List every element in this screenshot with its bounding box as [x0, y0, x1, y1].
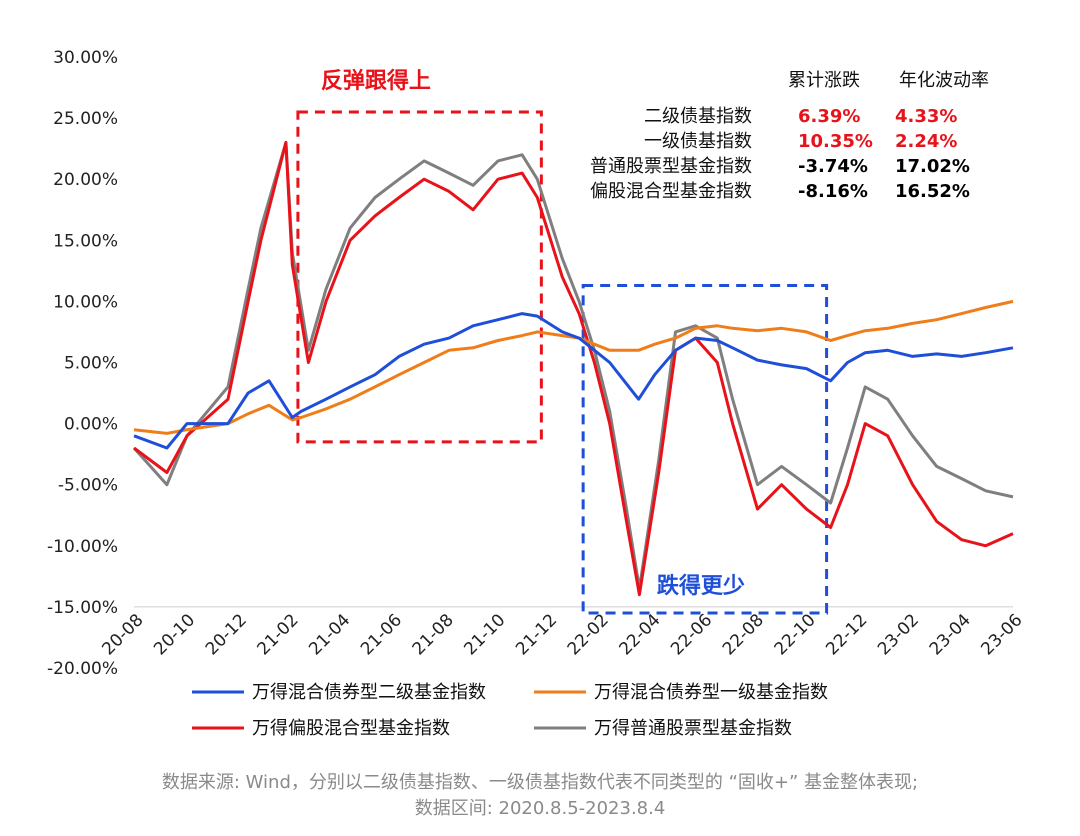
- x-tick-label: 22-04: [616, 610, 665, 659]
- y-tick-label: 0.00%: [64, 415, 118, 435]
- table-row-name: 偏股混合型基金指数: [590, 181, 752, 202]
- table-cum-value: 6.39%: [798, 106, 860, 127]
- y-tick-label: 25.00%: [53, 109, 118, 129]
- series-line: [132, 141, 1014, 591]
- table-vol-value: 2.24%: [895, 131, 957, 152]
- table-vol-value: 4.33%: [895, 106, 957, 127]
- x-tick-label: 23-02: [874, 610, 923, 659]
- x-tick-label: 22-10: [771, 610, 820, 659]
- table-header: 年化波动率: [899, 70, 989, 91]
- table-vol-value: 16.52%: [895, 181, 970, 202]
- x-tick-label: 21-10: [460, 610, 509, 659]
- series-line: [133, 299, 1014, 435]
- series-line: [133, 312, 1014, 450]
- date-range-note: 数据区间: 2020.8.5-2023.8.4: [414, 798, 666, 819]
- table-header: 累计涨跌: [788, 70, 860, 91]
- table-cum-value: -3.74%: [798, 156, 868, 177]
- x-tick-label: 22-08: [719, 610, 768, 659]
- series-line: [133, 141, 1014, 597]
- x-tick-label: 22-06: [667, 610, 716, 659]
- annotation-label: 反弹跟得上: [321, 68, 431, 94]
- y-tick-label: 15.00%: [53, 231, 118, 251]
- table-cum-value: 10.35%: [798, 131, 873, 152]
- y-tick-label: -5.00%: [58, 476, 118, 496]
- annotation-box: [581, 284, 829, 615]
- x-tick-label: 22-12: [822, 610, 871, 659]
- legend-label: 万得混合债券型二级基金指数: [252, 682, 486, 703]
- table-row-name: 普通股票型基金指数: [590, 156, 752, 177]
- annotation-box: [296, 110, 543, 444]
- x-tick-label: 22-02: [564, 610, 613, 659]
- x-tick-label: 21-02: [254, 610, 303, 659]
- y-tick-label: 20.00%: [53, 170, 118, 190]
- x-tick-label: 21-06: [357, 610, 406, 659]
- legend-label: 万得偏股混合型基金指数: [252, 718, 450, 739]
- y-tick-label: -15.00%: [47, 598, 118, 618]
- x-tick-label: 20-12: [202, 610, 251, 659]
- x-tick-label: 23-06: [977, 610, 1026, 659]
- x-tick-label: 20-10: [150, 610, 199, 659]
- table-vol-value: 17.02%: [895, 156, 970, 177]
- x-tick-label: 21-12: [512, 610, 561, 659]
- x-tick-label: 23-04: [926, 610, 975, 659]
- legend-label: 万得混合债券型一级基金指数: [594, 682, 828, 703]
- legend-label: 万得普通股票型基金指数: [594, 718, 792, 739]
- annotation-label: 跌得更少: [657, 573, 745, 599]
- y-tick-label: 5.00%: [64, 354, 118, 374]
- y-tick-label: 10.00%: [53, 292, 118, 312]
- table-row-name: 二级债基指数: [644, 106, 752, 127]
- table-cum-value: -8.16%: [798, 181, 868, 202]
- x-tick-label: 21-04: [305, 610, 354, 659]
- x-tick-label: 21-08: [409, 610, 458, 659]
- table-row-name: 一级债基指数: [644, 131, 752, 152]
- y-tick-label: -10.00%: [47, 537, 118, 557]
- line-chart: 30.00% 25.00% 20.00% 15.00% 10.00% 5.00% 0.00%…: [47, 48, 1027, 739]
- y-tick-label: -20.00%: [47, 659, 118, 679]
- source-note: 数据来源: Wind，分别以二级债基指数、一级债基指数代表不同类型的 “固收+”…: [161, 772, 919, 793]
- y-tick-label: 30.00%: [53, 48, 118, 68]
